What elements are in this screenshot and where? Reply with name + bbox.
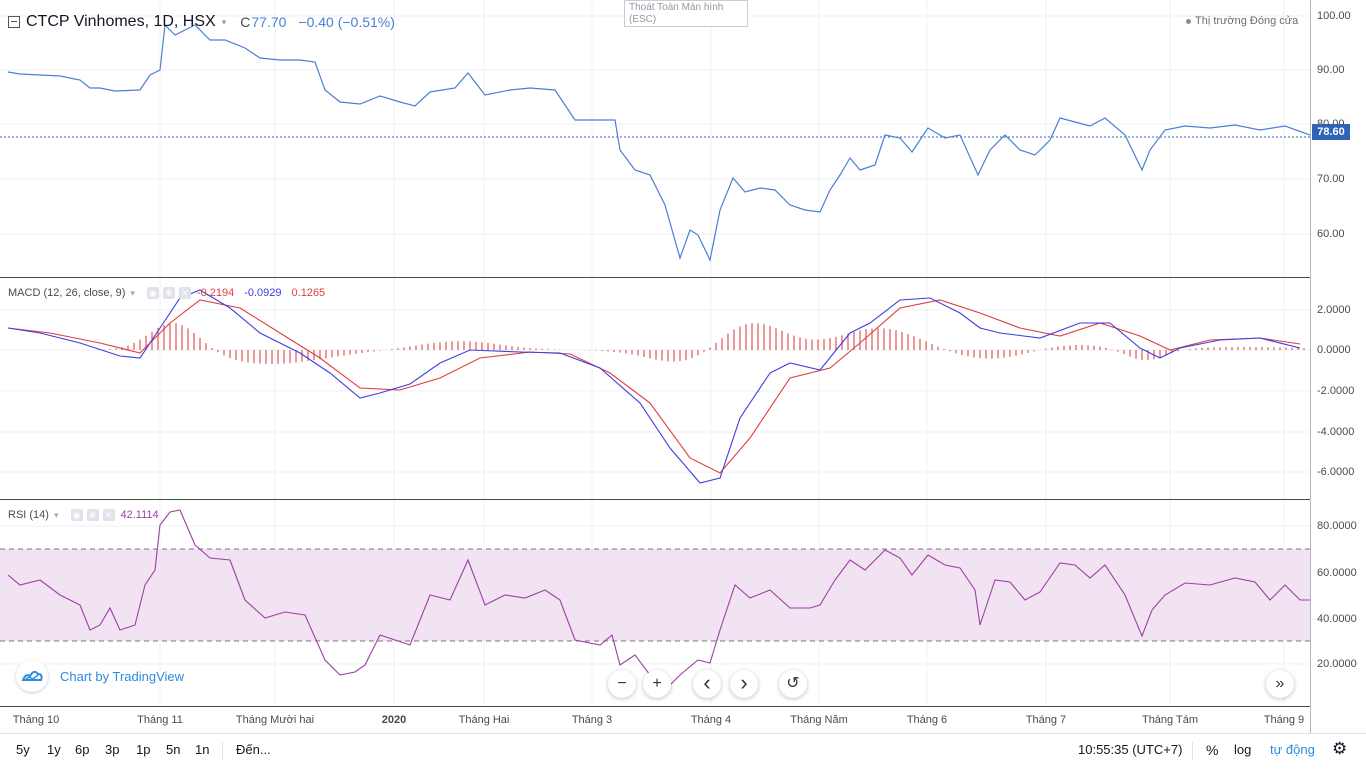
scroll-forward-button[interactable]: › (730, 670, 758, 698)
price-tick: 100.00 (1317, 10, 1351, 22)
reset-chart-button[interactable]: ↺ (779, 670, 807, 698)
macd-histogram (19, 323, 1305, 364)
time-tick: Tháng 6 (906, 714, 948, 726)
rsi-title[interactable]: RSI (14) (8, 509, 49, 521)
auto-scale-button[interactable]: tự động (1270, 742, 1315, 757)
macd-hist-value: -0.2194 (196, 287, 235, 299)
time-tick: Tháng Mười hai (235, 714, 315, 726)
symbol-title[interactable]: CTCP Vinhomes, 1D, HSX (26, 13, 216, 30)
rsi-legend: RSI (14) ▾ ◉ ✻ ✕ 42.1114 (8, 509, 159, 521)
macd-line (7, 289, 1301, 484)
zoom-in-button[interactable]: + (643, 670, 671, 698)
range-3p-button[interactable]: 3p (105, 742, 120, 757)
pane-divider[interactable] (0, 277, 1310, 278)
price-tick: 70.00 (1317, 173, 1345, 185)
macd-tick: 2.0000 (1317, 304, 1351, 316)
toolbar-separator (222, 742, 223, 760)
jump-latest-button[interactable]: » (1266, 670, 1294, 698)
macd-title[interactable]: MACD (12, 26, close, 9) (8, 287, 126, 299)
close-icon[interactable]: ✕ (102, 509, 115, 521)
time-tick: Tháng 11 (137, 714, 183, 726)
rsi-band (0, 549, 1310, 641)
zoom-out-button[interactable]: − (608, 670, 636, 698)
macd-chart[interactable] (0, 278, 1310, 499)
macd-axis[interactable] (1310, 278, 1311, 499)
gear-icon[interactable]: ✻ (162, 287, 175, 299)
close-value: 77.70 (251, 14, 287, 30)
eye-icon[interactable]: ◉ (70, 509, 83, 521)
rsi-axis[interactable] (1310, 500, 1311, 706)
goto-date-button[interactable]: Đến... (236, 742, 271, 757)
price-tick: 90.00 (1317, 64, 1345, 76)
pane-divider[interactable] (0, 499, 1310, 500)
range-6p-button[interactable]: 6p (75, 742, 90, 757)
time-tick: Tháng 7 (1025, 714, 1067, 726)
range-5n-button[interactable]: 5n (166, 742, 181, 757)
gear-icon[interactable]: ⚙ (1332, 739, 1348, 758)
log-scale-button[interactable]: log (1234, 742, 1252, 757)
time-tick: Tháng Hai (458, 714, 510, 726)
price-pane[interactable]: CTCP Vinhomes, 1D, HSX ▾ C 77.70 −0.40 (… (0, 0, 1366, 277)
macd-pane[interactable]: MACD (12, 26, close, 9) ▾ ◉ ✻ ✕ -0.2194 … (0, 278, 1366, 499)
price-series-line (7, 23, 1310, 262)
time-axis[interactable] (0, 707, 1311, 733)
price-tick: 60.00 (1317, 228, 1345, 240)
time-tick: Tháng 9 (1263, 714, 1305, 726)
macd-tick: -6.0000 (1317, 466, 1355, 478)
market-status: Thị trường Đóng cửa (1186, 15, 1298, 27)
fullscreen-tooltip: Thoát Toàn Màn hình (ESC) (624, 0, 748, 27)
gear-icon[interactable]: ✻ (86, 509, 99, 521)
range-5y-button[interactable]: 5y (16, 742, 30, 757)
last-price-label: 78.60 (1312, 124, 1350, 140)
macd-legend: MACD (12, 26, close, 9) ▾ ◉ ✻ ✕ -0.2194 … (8, 287, 325, 299)
status-dot-icon (1186, 18, 1191, 24)
time-tick: Tháng 4 (690, 714, 732, 726)
axis-corner (1310, 707, 1311, 733)
signal-value: 0.1265 (291, 287, 326, 299)
rsi-tick: 60.0000 (1317, 567, 1357, 579)
range-1y-button[interactable]: 1y (47, 742, 61, 757)
rsi-pane[interactable]: RSI (14) ▾ ◉ ✻ ✕ 42.1114 80.0000 60.0000… (0, 500, 1366, 706)
range-1n-button[interactable]: 1n (195, 742, 210, 757)
symbol-legend: CTCP Vinhomes, 1D, HSX ▾ C 77.70 −0.40 (… (8, 13, 395, 31)
toolbar-separator (1192, 742, 1193, 760)
time-tick: Tháng 3 (571, 714, 613, 726)
rsi-tick: 20.0000 (1317, 658, 1357, 670)
watermark-text[interactable]: Chart by TradingView (60, 668, 185, 684)
price-chart[interactable] (0, 0, 1310, 277)
time-tick: 2020 (381, 714, 407, 726)
clock-display[interactable]: 10:55:35 (UTC+7) (1078, 742, 1183, 757)
rsi-chart[interactable] (0, 500, 1310, 706)
bottom-toolbar: 5y 1y 6p 3p 1p 5n 1n Đến... 10:55:35 (UT… (0, 733, 1366, 769)
tradingview-watermark[interactable]: Chart by TradingView (16, 660, 184, 692)
collapse-icon[interactable] (8, 16, 20, 28)
range-1p-button[interactable]: 1p (136, 742, 151, 757)
close-icon[interactable]: ✕ (178, 287, 191, 299)
rsi-tick: 80.0000 (1317, 520, 1357, 532)
chevron-down-icon[interactable]: ▾ (53, 509, 59, 520)
macd-tick: -2.0000 (1317, 385, 1355, 397)
close-prefix: C (240, 14, 251, 30)
price-change: −0.40 (−0.51%) (298, 14, 395, 30)
price-axis[interactable] (1310, 0, 1311, 277)
macd-tick: -4.0000 (1317, 426, 1355, 438)
time-tick: Tháng 10 (12, 714, 60, 726)
macd-tick: 0.0000 (1317, 344, 1351, 356)
percent-scale-button[interactable]: % (1206, 742, 1219, 758)
time-tick: Tháng Tám (1141, 714, 1199, 726)
chevron-down-icon[interactable]: ▾ (130, 287, 135, 298)
tradingview-logo-icon (16, 660, 48, 692)
pane-divider (0, 706, 1310, 707)
rsi-tick: 40.0000 (1317, 613, 1357, 625)
macd-value: -0.0929 (244, 287, 282, 299)
rsi-value: 42.1114 (120, 509, 159, 521)
scroll-back-button[interactable]: ‹ (693, 670, 721, 698)
eye-icon[interactable]: ◉ (146, 287, 159, 299)
signal-line (7, 299, 1301, 474)
chevron-down-icon[interactable]: ▾ (221, 16, 227, 27)
time-tick: Tháng Năm (790, 714, 848, 726)
